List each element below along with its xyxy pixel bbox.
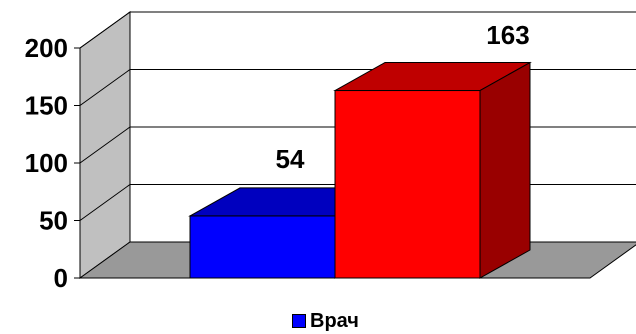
- y-tick-label: 0: [54, 263, 68, 293]
- bar-red-side: [479, 61, 531, 279]
- legend-swatch: [292, 314, 306, 328]
- bars: [188, 61, 532, 279]
- bar-vrach-front: [189, 215, 336, 279]
- legend-label: Врач: [310, 309, 359, 332]
- y-axis: 0 50 100 150 200: [25, 33, 590, 293]
- y-tick-label: 100: [25, 148, 68, 178]
- y-tick-label: 50: [39, 206, 68, 236]
- bar-red: [333, 61, 532, 279]
- data-label-vrach: 54: [276, 144, 305, 174]
- gridline: [79, 11, 636, 49]
- data-label-red: 163: [486, 20, 529, 50]
- bar-red-front: [334, 90, 481, 279]
- y-tick-label: 200: [25, 33, 68, 63]
- data-labels: 54 163: [276, 20, 530, 174]
- legend: Врач: [292, 310, 359, 332]
- y-tick-label: 150: [25, 91, 68, 121]
